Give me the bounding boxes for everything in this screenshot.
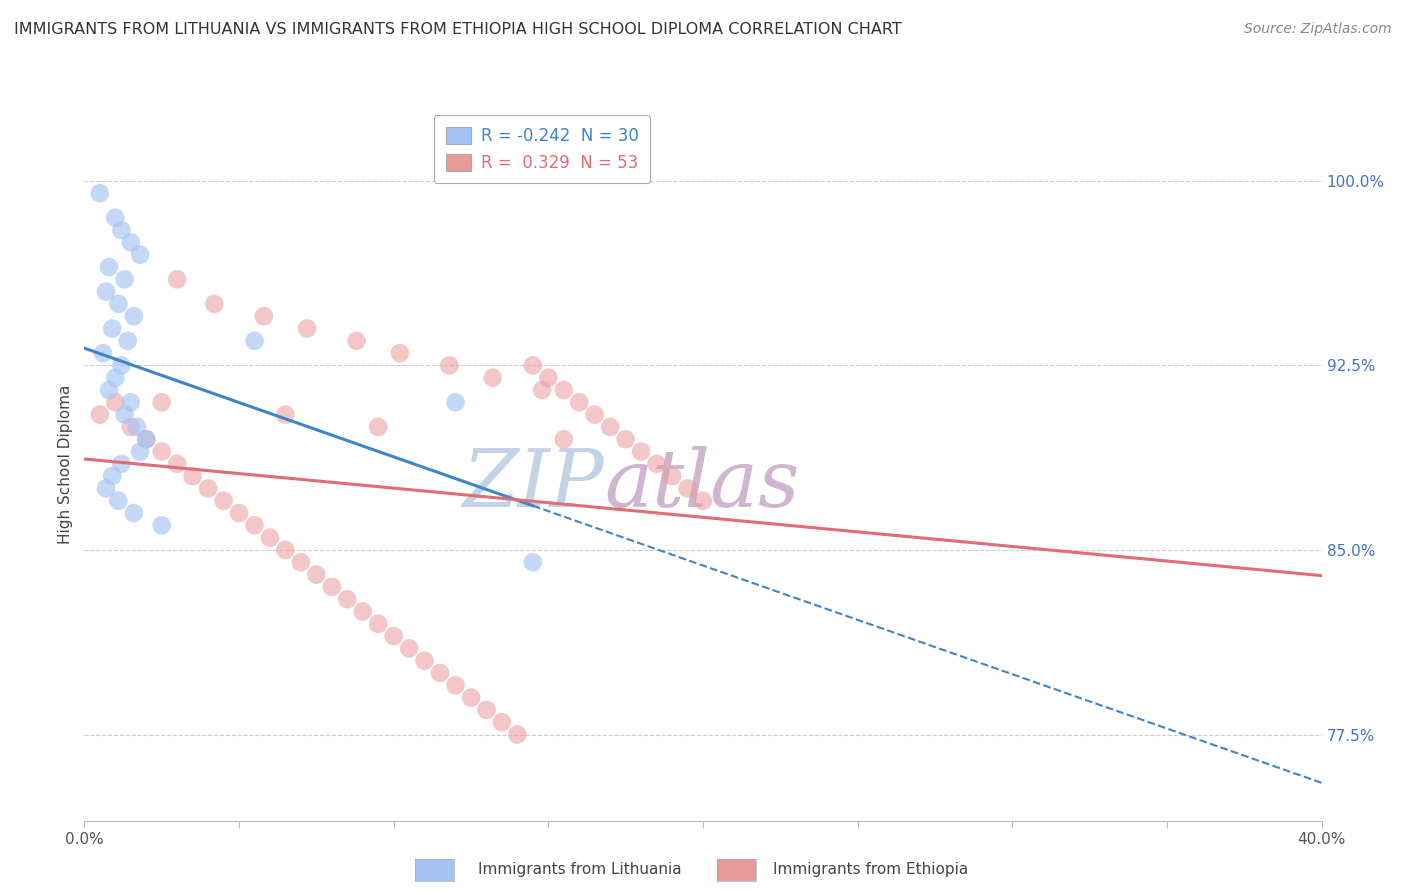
Point bbox=[202, 297, 225, 311]
Point bbox=[274, 543, 297, 558]
Point bbox=[460, 690, 482, 705]
Point bbox=[110, 359, 132, 373]
Point bbox=[388, 346, 411, 360]
Point bbox=[150, 518, 173, 533]
Point bbox=[150, 395, 173, 409]
Point bbox=[321, 580, 343, 594]
Point bbox=[491, 715, 513, 730]
Point bbox=[135, 432, 157, 446]
Point bbox=[531, 383, 554, 397]
Point bbox=[125, 420, 148, 434]
Point bbox=[98, 260, 121, 274]
Point bbox=[506, 727, 529, 741]
Point bbox=[94, 285, 117, 299]
Point bbox=[522, 359, 544, 373]
Point bbox=[107, 493, 129, 508]
Point bbox=[444, 395, 467, 409]
Point bbox=[336, 592, 359, 607]
Point bbox=[583, 408, 606, 422]
Point bbox=[568, 395, 591, 409]
Point bbox=[253, 309, 276, 323]
Text: atlas: atlas bbox=[605, 447, 800, 524]
Point bbox=[120, 420, 142, 434]
Point bbox=[122, 309, 145, 323]
Point bbox=[120, 235, 142, 250]
Point bbox=[645, 457, 668, 471]
Point bbox=[110, 223, 132, 237]
Point bbox=[346, 334, 368, 348]
Point bbox=[212, 493, 235, 508]
Point bbox=[553, 432, 575, 446]
Point bbox=[104, 211, 127, 225]
Point bbox=[129, 248, 152, 262]
Point bbox=[114, 408, 136, 422]
Point bbox=[367, 616, 389, 631]
Point bbox=[104, 370, 127, 384]
Point bbox=[197, 482, 219, 496]
Point bbox=[599, 420, 621, 434]
Point bbox=[110, 457, 132, 471]
Point bbox=[135, 432, 157, 446]
Point bbox=[429, 665, 451, 680]
Point bbox=[475, 703, 498, 717]
Point bbox=[481, 370, 503, 384]
Point bbox=[101, 469, 124, 483]
Point bbox=[295, 321, 318, 335]
Point bbox=[692, 493, 714, 508]
Point bbox=[439, 359, 461, 373]
Text: Immigrants from Ethiopia: Immigrants from Ethiopia bbox=[773, 863, 969, 877]
Point bbox=[537, 370, 560, 384]
Y-axis label: High School Diploma: High School Diploma bbox=[58, 384, 73, 543]
Point bbox=[274, 408, 297, 422]
Point bbox=[676, 482, 699, 496]
Point bbox=[129, 444, 152, 458]
Text: Immigrants from Lithuania: Immigrants from Lithuania bbox=[478, 863, 682, 877]
Point bbox=[89, 408, 111, 422]
Point bbox=[243, 518, 266, 533]
Point bbox=[94, 482, 117, 496]
Point bbox=[120, 395, 142, 409]
Point bbox=[398, 641, 420, 656]
Point bbox=[166, 272, 188, 286]
Point bbox=[122, 506, 145, 520]
Point bbox=[259, 531, 281, 545]
Point bbox=[101, 321, 124, 335]
Point bbox=[91, 346, 114, 360]
Point bbox=[630, 444, 652, 458]
Point bbox=[114, 272, 136, 286]
Point bbox=[661, 469, 683, 483]
Text: Source: ZipAtlas.com: Source: ZipAtlas.com bbox=[1244, 22, 1392, 37]
Point bbox=[181, 469, 204, 483]
Point bbox=[107, 297, 129, 311]
Point bbox=[305, 567, 328, 582]
Point bbox=[98, 383, 121, 397]
Point bbox=[89, 186, 111, 201]
Point bbox=[413, 654, 436, 668]
Point bbox=[352, 605, 374, 619]
Point bbox=[117, 334, 139, 348]
Legend: R = -0.242  N = 30, R =  0.329  N = 53: R = -0.242 N = 30, R = 0.329 N = 53 bbox=[434, 115, 650, 184]
Point bbox=[614, 432, 637, 446]
Point bbox=[444, 678, 467, 692]
Point bbox=[367, 420, 389, 434]
Point bbox=[150, 444, 173, 458]
Point bbox=[290, 555, 312, 569]
Text: ZIP: ZIP bbox=[463, 447, 605, 524]
Point bbox=[522, 555, 544, 569]
Point bbox=[382, 629, 405, 643]
Point bbox=[104, 395, 127, 409]
Text: IMMIGRANTS FROM LITHUANIA VS IMMIGRANTS FROM ETHIOPIA HIGH SCHOOL DIPLOMA CORREL: IMMIGRANTS FROM LITHUANIA VS IMMIGRANTS … bbox=[14, 22, 901, 37]
Point bbox=[166, 457, 188, 471]
Point bbox=[553, 383, 575, 397]
Point bbox=[228, 506, 250, 520]
Point bbox=[243, 334, 266, 348]
